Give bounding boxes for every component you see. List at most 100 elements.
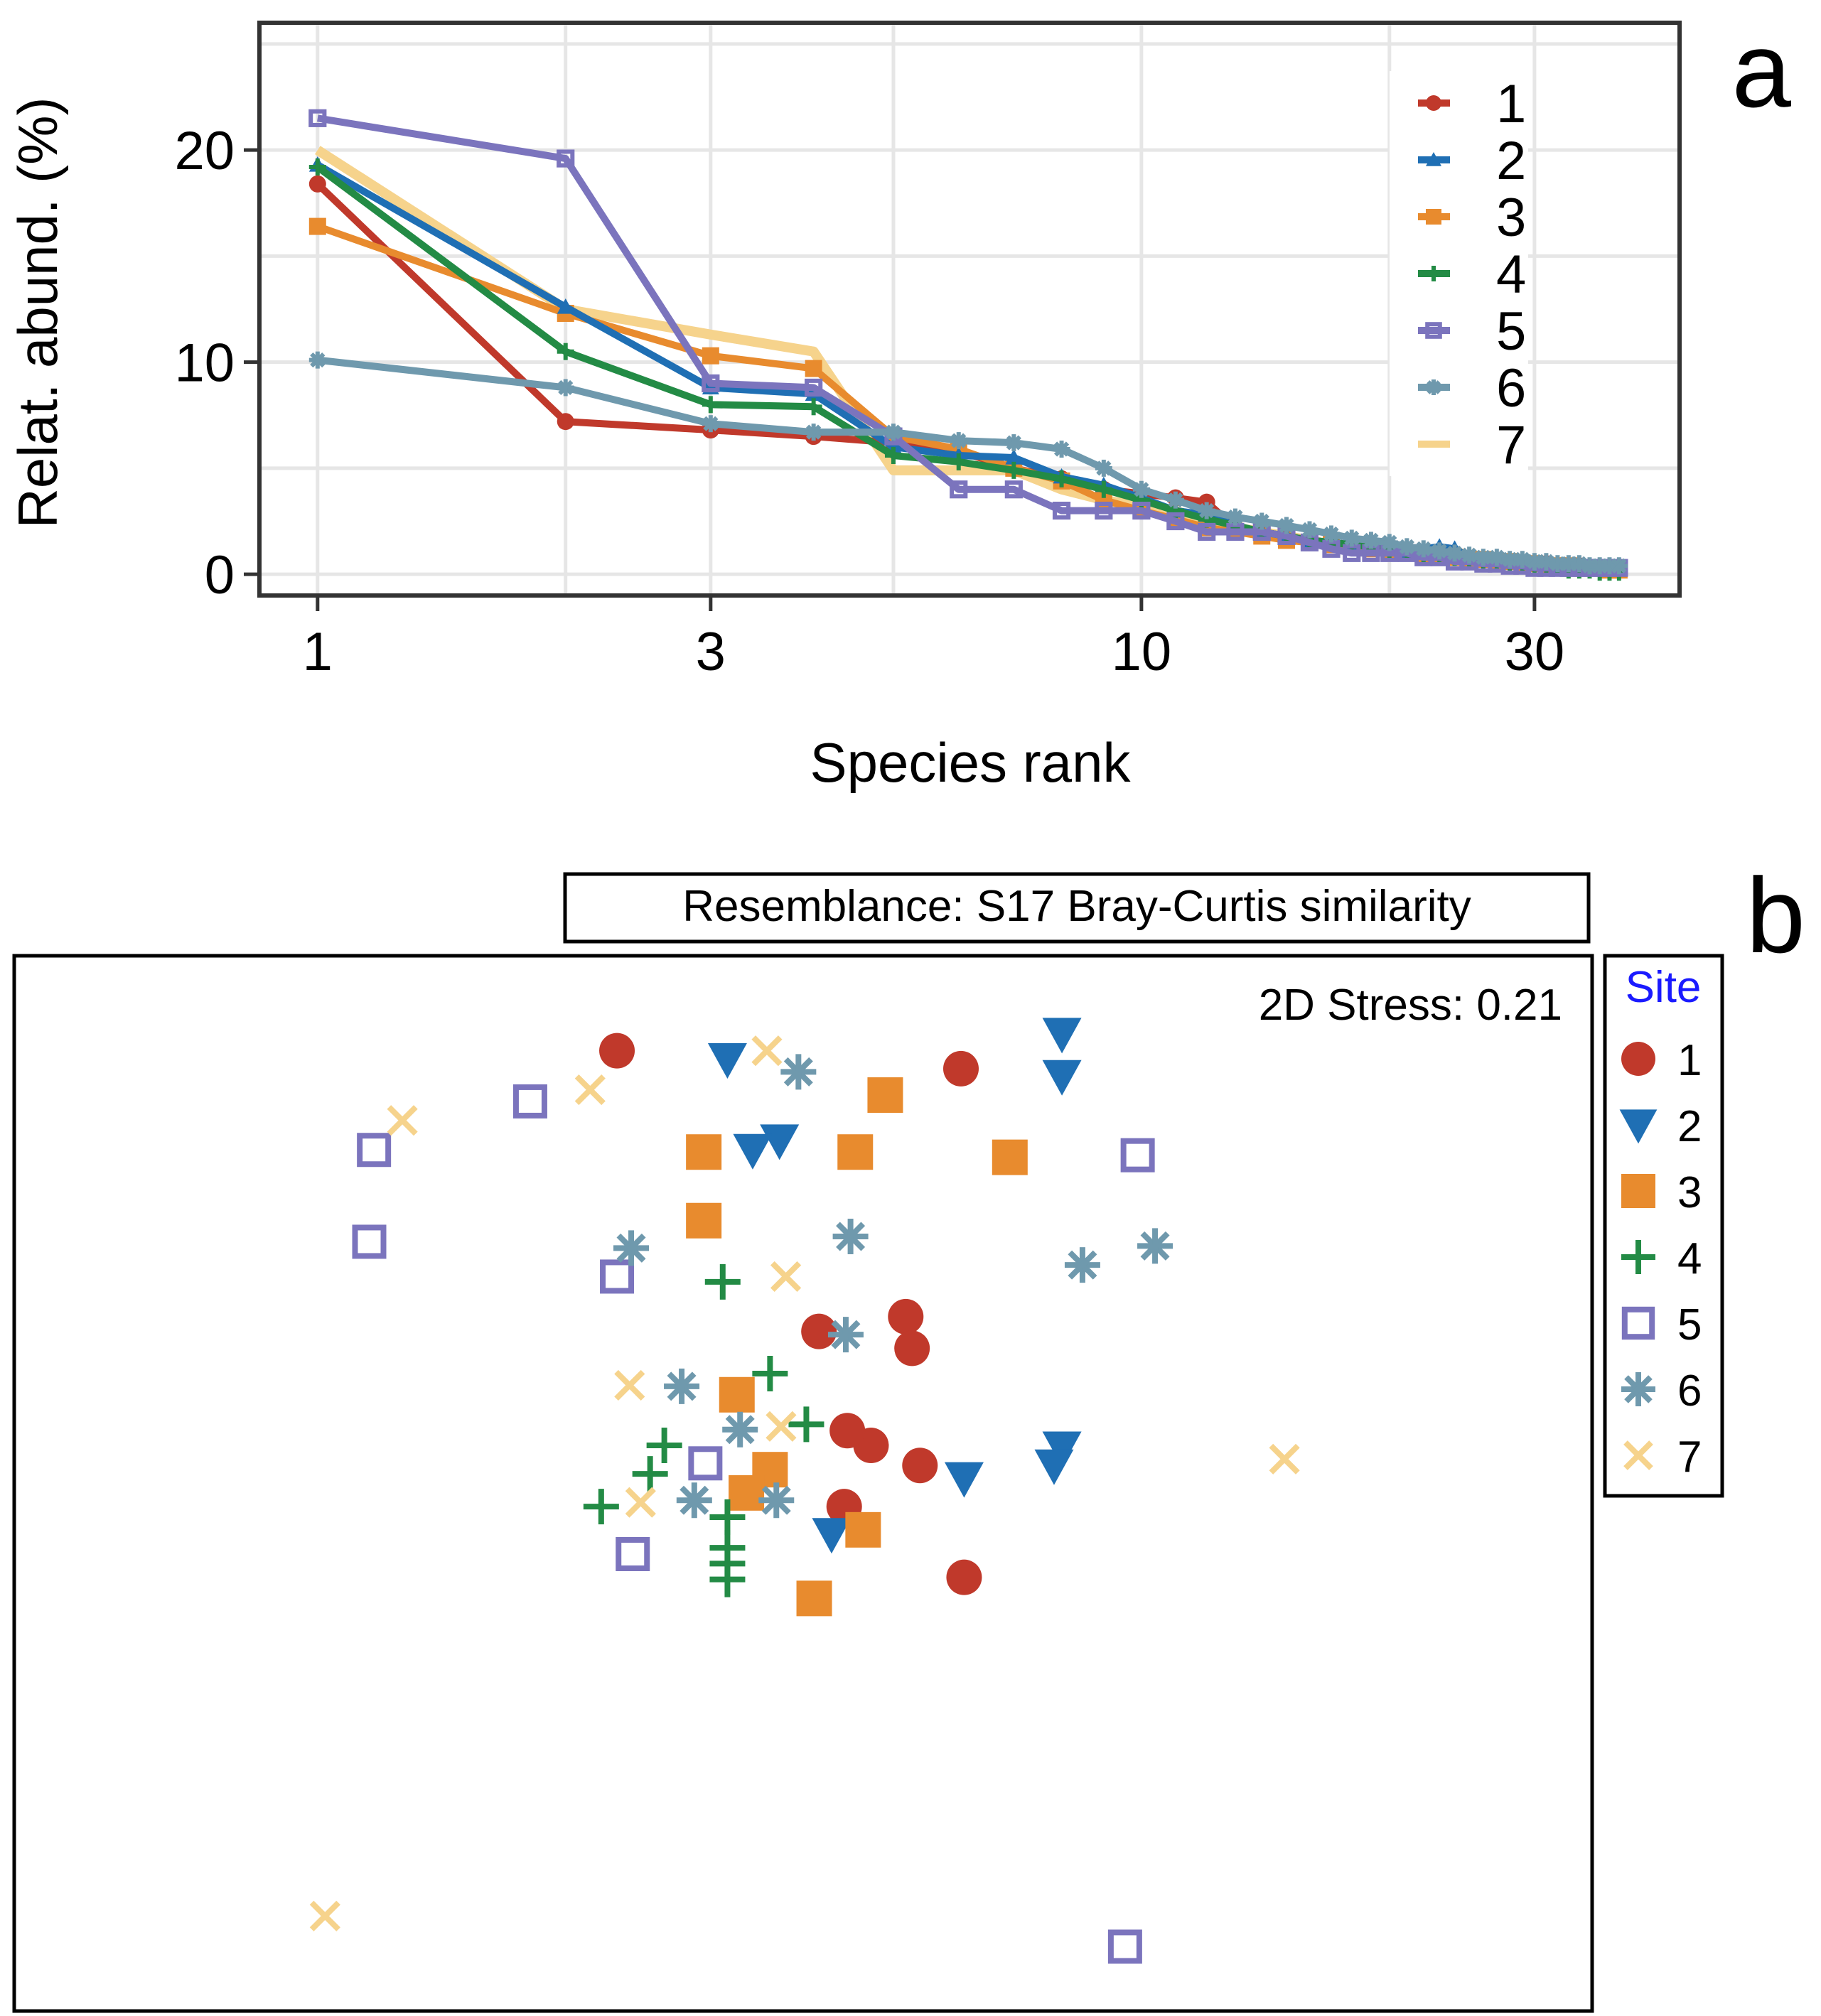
site-2-point-shape <box>1042 1431 1082 1467</box>
site-2-point <box>1042 1060 1082 1096</box>
site-4-point <box>788 1406 824 1443</box>
series-6-point <box>884 424 902 441</box>
site-legend-marker-shape <box>1621 1042 1655 1076</box>
site-2-point <box>733 1133 773 1170</box>
series-5-point <box>702 374 720 393</box>
series-5-point-shape <box>1004 480 1023 499</box>
series-6-point <box>1166 491 1184 509</box>
site-4-point <box>646 1428 682 1464</box>
site-3-point <box>796 1580 832 1617</box>
site-5-point-shape <box>600 1259 635 1294</box>
site-7-point <box>614 1369 645 1401</box>
legend-label: 1 <box>1496 74 1526 134</box>
site-6-point <box>758 1482 795 1519</box>
site-6-point-ray <box>783 1057 813 1087</box>
site-6-point <box>1137 1228 1173 1264</box>
site-6-point <box>676 1482 712 1519</box>
panel-a: 1 3 10 30 0 10 20 Relat. abund. (%) Species ra… <box>6 10 1792 794</box>
site-1-point-shape <box>888 1298 924 1335</box>
legend-marker <box>1425 322 1442 339</box>
site-7-point <box>770 1261 802 1293</box>
x-tick-label: 1 <box>303 622 333 682</box>
site-3-point-shape <box>719 1376 755 1413</box>
site-1-point-shape <box>902 1448 938 1484</box>
site-7-point-d2 <box>387 1105 418 1136</box>
site-1-point <box>599 1033 635 1069</box>
site-legend-marker-ray <box>1624 1375 1653 1403</box>
series-6-point-ray <box>1446 545 1463 561</box>
site-2-point-shape <box>707 1043 747 1079</box>
series-6-point-ray <box>1199 502 1215 519</box>
panel-b: Resemblance: S17 Bray-Curtis similarity … <box>12 856 1805 2013</box>
site-1-point <box>943 1050 979 1087</box>
legend-label: 3 <box>1496 188 1526 248</box>
site-1-point-shape <box>943 1050 979 1087</box>
y-tick-label: 0 <box>205 545 235 605</box>
site-3-point <box>686 1134 722 1170</box>
site-6-point-ray <box>616 1233 646 1263</box>
site-4-point <box>709 1499 746 1536</box>
series-6-point-ray <box>1461 547 1477 563</box>
legend-label: 2 <box>1496 131 1526 191</box>
site-legend-label: 7 <box>1677 1433 1702 1482</box>
site-legend-label: 1 <box>1677 1036 1702 1085</box>
site-5-point <box>616 1536 650 1571</box>
x-axis-label: Species rank <box>810 731 1132 794</box>
site-3-point <box>992 1139 1028 1175</box>
site-6-point-ray <box>1068 1250 1097 1280</box>
site-2-point-shape <box>1042 1060 1082 1096</box>
series-2-point <box>1005 448 1023 465</box>
site-2-point <box>944 1462 984 1498</box>
series-5-point-shape <box>1198 522 1216 541</box>
series-6-point-ray <box>1301 522 1318 538</box>
site-5-points <box>352 1084 1155 1964</box>
resemblance-box <box>563 872 1591 944</box>
site-5-point-shape <box>1120 1138 1155 1173</box>
series-6-point <box>1398 538 1416 556</box>
site-legend-marker <box>1621 1306 1655 1340</box>
legend-marker <box>1426 95 1441 111</box>
site-7-points <box>309 1035 1300 1931</box>
site-6-point-ray <box>1140 1231 1170 1261</box>
site-legend-title: Site <box>1626 963 1702 1012</box>
series-6-point-ray <box>806 424 822 440</box>
legend-marker-shape <box>1426 209 1441 225</box>
site-4-point <box>583 1489 619 1525</box>
series-5-point <box>1095 501 1113 520</box>
site-1-points <box>599 1033 982 1595</box>
site-legend-box <box>1603 954 1724 1498</box>
site-3-point-shape <box>845 1511 881 1548</box>
series-6-point <box>1446 544 1463 562</box>
site-6-point <box>780 1054 817 1090</box>
series-5-point <box>950 480 968 499</box>
site-2-point-shape <box>1042 1018 1082 1054</box>
series-5-point <box>1132 501 1151 520</box>
site-4-points <box>583 1263 824 1597</box>
site-6-point <box>722 1411 758 1448</box>
site-6-point <box>1064 1247 1100 1283</box>
series-6-point <box>1322 525 1340 543</box>
site-legend-marker-shape <box>1619 1109 1658 1144</box>
site-5-point <box>1120 1138 1155 1173</box>
site-2-point <box>1042 1431 1082 1467</box>
site-7-point-d2 <box>766 1411 797 1442</box>
site-7-point <box>625 1487 656 1518</box>
site-6-point-ray <box>761 1485 791 1515</box>
site-6-point-ray <box>725 1415 755 1445</box>
site-7-point <box>766 1411 797 1442</box>
site-legend-marker-shape <box>1621 1306 1655 1340</box>
site-3-point-shape <box>729 1475 765 1511</box>
series-6-point <box>1380 534 1398 551</box>
series-5-point <box>1166 512 1185 531</box>
site-7-point-d2 <box>751 1035 783 1067</box>
legend-marker <box>1426 209 1441 225</box>
series-6-point-ray <box>1527 554 1542 569</box>
site-4-point <box>632 1456 668 1492</box>
series-4-point <box>884 446 902 464</box>
series-6-point-ray <box>1363 532 1379 548</box>
series-6-point-ray <box>703 416 719 431</box>
site-1-point <box>888 1298 924 1335</box>
site-5-point <box>352 1224 387 1259</box>
site-7-point-d2 <box>309 1900 340 1931</box>
